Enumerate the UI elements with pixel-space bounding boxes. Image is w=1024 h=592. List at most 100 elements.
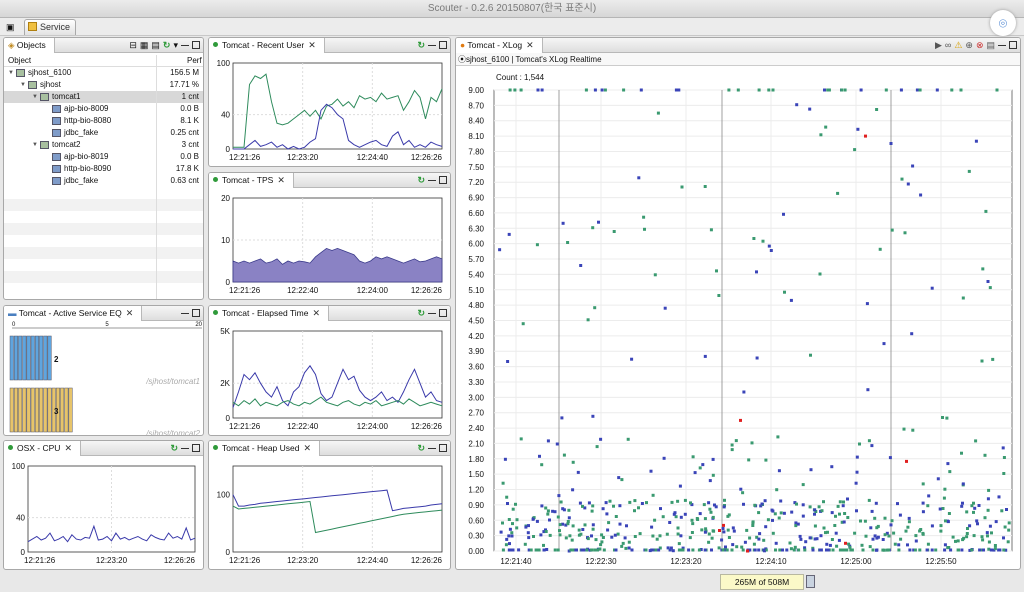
service-perspective-tab[interactable]: Service [24,19,77,35]
cpu-tab[interactable]: OSX - CPU ✕ [4,441,81,456]
xlog-point [601,536,605,539]
minimize-icon[interactable] [181,310,189,314]
refresh-icon[interactable]: ↻ [417,175,425,185]
minimize-icon[interactable] [998,42,1006,46]
tree-row-jdbc_fake[interactable]: jdbc_fake 0.63 cnt [4,175,203,187]
xlog-point [921,482,925,486]
xlog-point [809,353,812,357]
minimize-icon[interactable] [428,310,436,314]
refresh-icon[interactable]: ↻ [170,443,178,453]
objects-tab[interactable]: ◈ Objects [4,38,55,53]
maximize-icon[interactable] [439,444,447,452]
elapsed-tab[interactable]: Tomcat - Elapsed Time ✕ [209,306,329,321]
tree-row-sjhost_6100[interactable]: ▼ sjhost_6100 156.5 M [4,67,203,79]
xlog-point [594,548,597,552]
menu-icon[interactable]: ▾ [173,40,178,50]
gc-trash-icon[interactable] [806,575,815,588]
tree-row-jdbc_fake[interactable]: jdbc_fake 0.25 cnt [4,127,203,139]
xlog-point [755,270,758,274]
tree-row-ajp-bio-8009[interactable]: ajp-bio-8009 0.0 B [4,103,203,115]
xlog-tab[interactable]: ● Tomcat - XLog ✕ [456,38,543,53]
xlog-point [759,504,763,508]
doc-icon[interactable]: ▤ [986,40,995,50]
xlog-point [753,548,757,552]
xlog-point [741,548,745,552]
xlog-point [627,546,631,550]
tree-row-ajp-bio-8019[interactable]: ajp-bio-8019 0.0 B [4,151,203,163]
tps-tab[interactable]: Tomcat - TPS ✕ [209,173,294,188]
x-tick-label: 12:26:26 [164,556,196,565]
warning-icon[interactable]: ⚠ [954,40,963,50]
close-icon[interactable]: ✕ [277,175,285,185]
maximize-icon[interactable] [439,309,447,317]
expand-arrow-icon[interactable]: ▼ [8,70,14,76]
xlog-point [625,524,628,528]
minimize-icon[interactable] [181,445,189,449]
maximize-icon[interactable] [439,176,447,184]
filter-icon[interactable]: ▦ [139,40,149,50]
collapse-icon[interactable]: ⊟ [129,40,137,50]
tree-row-http-bio-8080[interactable]: http-bio-8080 8.1 K [4,115,203,127]
minimize-icon[interactable] [181,42,189,46]
minimize-icon[interactable] [428,445,436,449]
close-icon[interactable]: ✕ [526,40,534,50]
refresh-icon[interactable]: ↻ [417,443,425,453]
close-icon[interactable]: ✕ [303,443,312,453]
maximize-icon[interactable] [192,444,200,452]
xlog-scatter[interactable]: 9.00 8.70 8.40 8.10 7.80 7.50 7.20 6.90 6.60 6.30… [456,38,1021,570]
expand-arrow-icon[interactable]: ▼ [32,94,38,100]
maximize-icon[interactable] [192,41,200,49]
maximize-icon[interactable] [439,41,447,49]
refresh-icon[interactable]: ↻ [162,40,171,50]
close-icon[interactable]: ✕ [125,308,134,318]
active-eq-tab[interactable]: ▬ Tomcat - Active Service EQ ✕ [4,306,143,321]
search-icon[interactable]: ⊗ [975,40,984,50]
perspective-icon[interactable]: ▣ [6,22,15,32]
col-perf-header[interactable]: Perf [156,55,202,67]
y-tick-label: 3.00 [468,393,484,402]
tree-row-tomcat2[interactable]: ▼ tomcat2 3 cnt [4,139,203,151]
y-tick-label: 0.30 [468,532,484,541]
xlog-point [710,548,713,552]
expand-arrow-icon[interactable]: ▼ [32,142,38,148]
eq-scale-label: 0 [12,322,16,328]
maximize-icon[interactable] [192,309,200,317]
col-object-header[interactable]: Object [8,56,32,65]
link-icon[interactable]: ∞ [944,40,952,50]
refresh-icon[interactable]: ↻ [417,40,425,50]
recent_user-tab[interactable]: Tomcat - Recent User ✕ [209,38,325,53]
refresh-icon[interactable]: ↻ [417,308,425,318]
heap-tab[interactable]: Tomcat - Heap Used ✕ [209,441,321,456]
tree-perf: 3 cnt [181,140,199,149]
maximize-icon[interactable] [1009,41,1017,49]
minimize-icon[interactable] [428,177,436,181]
xlog-point [668,521,672,524]
screenshot-icon[interactable]: ⌾ [990,10,1016,36]
close-icon[interactable]: ✕ [312,308,320,318]
play-icon[interactable]: ▶ [934,40,942,50]
xlog-point [567,516,571,520]
view-icon[interactable]: ▤ [151,40,160,50]
xlog-point [871,537,875,541]
xlog-point [612,504,615,508]
y-tick-label: 0 [226,548,231,557]
tree-row-sjhost[interactable]: ▼ sjhost 17.71 % [4,79,203,91]
xlog-point [562,453,566,457]
y-tick-label: 10 [221,236,230,245]
tree-row-tomcat1[interactable]: ▼ tomcat1 1 cnt [4,91,203,103]
heap-status: 265M of 508M [720,574,804,590]
tree-row-http-bio-8090[interactable]: http-bio-8090 17.8 K [4,163,203,175]
zoom-icon[interactable]: ⊕ [965,40,973,50]
minimize-icon[interactable] [428,42,436,46]
expand-arrow-icon[interactable]: ▼ [20,82,26,88]
xlog-point [698,512,702,516]
xlog-point [498,248,502,252]
close-icon[interactable]: ✕ [308,40,316,50]
connector-icon [52,105,61,113]
xlog-point [839,548,843,552]
close-icon[interactable]: ✕ [64,443,72,453]
xlog-point [987,488,991,492]
xlog-point [826,88,830,92]
xlog-point [681,546,685,550]
xlog-point [977,504,981,507]
